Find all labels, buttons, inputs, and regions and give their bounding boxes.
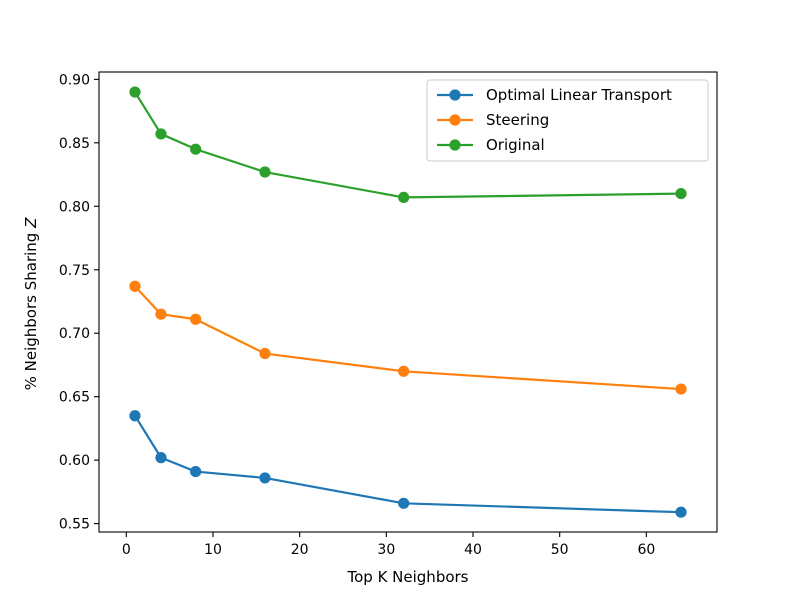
- x-tick-label: 50: [551, 542, 569, 558]
- data-point-original: [190, 143, 202, 155]
- data-point-steering: [190, 313, 202, 325]
- data-point-optimal-linear-transport: [129, 410, 141, 422]
- y-tick-label: 0.55: [59, 517, 90, 533]
- data-point-original: [129, 86, 141, 98]
- x-tick-label: 60: [637, 542, 655, 558]
- data-point-optimal-linear-transport: [155, 452, 167, 464]
- data-point-original: [155, 128, 167, 140]
- y-tick-label: 0.80: [59, 199, 90, 215]
- legend: Optimal Linear Transport Steering Original: [426, 79, 709, 162]
- data-point-original: [398, 191, 410, 204]
- y-tick-label: 0.65: [59, 390, 90, 406]
- legend-marker-optimal-linear-transport: [449, 89, 461, 101]
- y-tick-label: 0.85: [59, 136, 90, 152]
- data-point-steering: [398, 365, 410, 377]
- y-axis-label-prefix: % Neighbors Sharing: [22, 228, 40, 390]
- y-axis-label-variable: Z: [22, 217, 40, 229]
- data-point-original: [675, 188, 687, 200]
- data-point-optimal-linear-transport: [675, 506, 687, 518]
- y-tick-label: 0.60: [59, 453, 90, 469]
- series-line-original: [134, 91, 682, 199]
- x-tick-label: 20: [291, 542, 309, 558]
- legend-label-optimal-linear-transport: Optimal Linear Transport: [486, 86, 672, 104]
- x-tick-label: 10: [204, 542, 222, 558]
- legend-box: [426, 79, 709, 162]
- axes-frame: [98, 71, 718, 533]
- data-point-original: [259, 166, 271, 178]
- x-tick-label: 40: [464, 542, 482, 558]
- data-point-steering: [259, 347, 271, 360]
- x-tick-label: 0: [122, 542, 131, 558]
- series-layer: [129, 86, 687, 518]
- axes-layer: 0 10 20 30 40 50 60 0.55 0.60 0.65 0.70 0.75 0.80 0.8…: [59, 71, 718, 558]
- x-axis-label: Top K Neighbors: [346, 568, 468, 586]
- legend-marker-steering: [449, 114, 461, 126]
- data-point-optimal-linear-transport: [190, 465, 202, 478]
- y-axis-label: % Neighbors Sharing Z: [22, 217, 40, 390]
- x-tick-label: 30: [377, 542, 395, 558]
- data-point-steering: [155, 308, 167, 320]
- y-tick-label: 0.75: [59, 263, 90, 279]
- data-point-optimal-linear-transport: [398, 497, 410, 509]
- y-tick-label: 0.90: [59, 72, 90, 88]
- legend-label-steering: Steering: [486, 111, 549, 129]
- series-line-steering: [134, 285, 682, 391]
- y-tick-label: 0.70: [59, 326, 90, 342]
- legend-marker-original: [449, 139, 461, 151]
- legend-label-original: Original: [486, 136, 545, 154]
- data-point-optimal-linear-transport: [259, 472, 271, 484]
- series-line-optimal-linear-transport: [134, 415, 682, 514]
- data-point-steering: [129, 280, 141, 292]
- data-point-steering: [675, 383, 687, 395]
